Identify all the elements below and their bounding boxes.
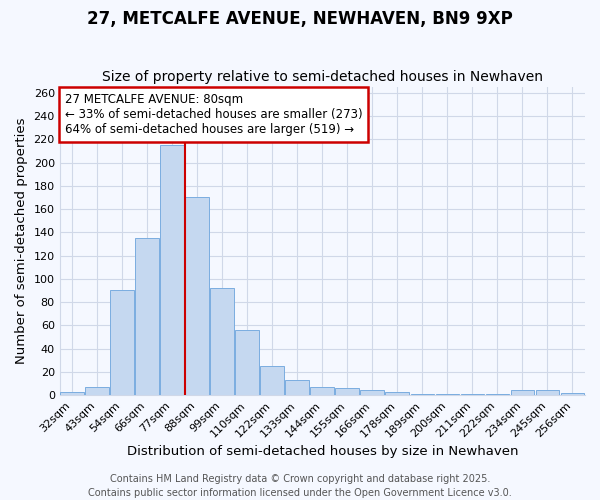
- Bar: [536, 390, 559, 395]
- Bar: [436, 394, 459, 395]
- X-axis label: Distribution of semi-detached houses by size in Newhaven: Distribution of semi-detached houses by …: [127, 444, 518, 458]
- Bar: [260, 366, 284, 395]
- Bar: [60, 392, 84, 395]
- Text: 27 METCALFE AVENUE: 80sqm
← 33% of semi-detached houses are smaller (273)
64% of: 27 METCALFE AVENUE: 80sqm ← 33% of semi-…: [65, 93, 362, 136]
- Bar: [310, 387, 334, 395]
- Bar: [385, 392, 409, 395]
- Y-axis label: Number of semi-detached properties: Number of semi-detached properties: [15, 118, 28, 364]
- Bar: [85, 387, 109, 395]
- Text: 27, METCALFE AVENUE, NEWHAVEN, BN9 9XP: 27, METCALFE AVENUE, NEWHAVEN, BN9 9XP: [87, 10, 513, 28]
- Bar: [110, 290, 134, 395]
- Text: Contains HM Land Registry data © Crown copyright and database right 2025.
Contai: Contains HM Land Registry data © Crown c…: [88, 474, 512, 498]
- Bar: [461, 394, 484, 395]
- Bar: [361, 390, 384, 395]
- Bar: [211, 288, 234, 395]
- Bar: [485, 394, 509, 395]
- Bar: [286, 380, 309, 395]
- Bar: [136, 238, 159, 395]
- Bar: [511, 390, 535, 395]
- Bar: [235, 330, 259, 395]
- Bar: [560, 393, 584, 395]
- Title: Size of property relative to semi-detached houses in Newhaven: Size of property relative to semi-detach…: [102, 70, 543, 85]
- Bar: [410, 394, 434, 395]
- Bar: [185, 198, 209, 395]
- Bar: [160, 145, 184, 395]
- Bar: [335, 388, 359, 395]
